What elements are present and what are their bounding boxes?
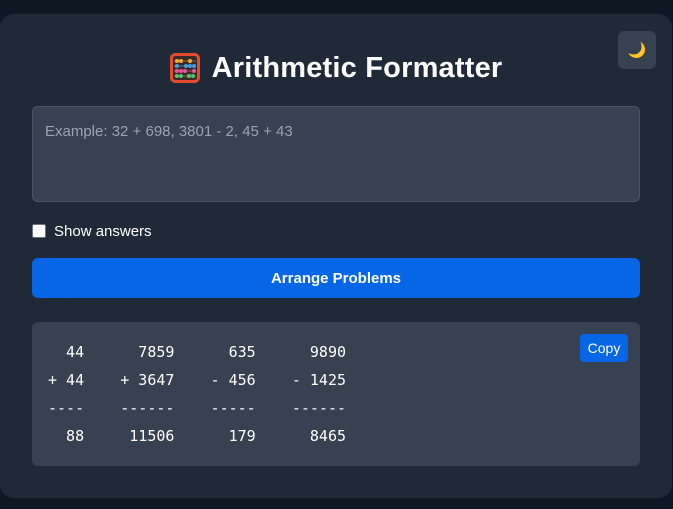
copy-button[interactable]: Copy xyxy=(580,334,628,362)
output-line: 88 11506 179 8465 xyxy=(48,427,347,445)
problems-input[interactable] xyxy=(32,106,640,202)
abacus-icon xyxy=(169,53,200,83)
show-answers-checkbox[interactable] xyxy=(32,224,46,238)
output-line: 44 7859 635 9890 xyxy=(48,343,347,361)
output-line: + 44 + 3647 - 456 - 1425 xyxy=(48,371,347,389)
show-answers-option[interactable]: Show answers xyxy=(32,221,152,241)
arrange-problems-button[interactable]: Arrange Problems xyxy=(32,258,640,298)
moon-icon: 🌙 xyxy=(627,42,647,59)
formatter-card: 🌙 Arithmetic Formatter Show answers Arra… xyxy=(0,14,672,498)
output-line: ---- ------ ----- ------ xyxy=(48,399,347,417)
formatted-output: 44 7859 635 9890 + 44 + 3647 - 456 - 142… xyxy=(48,338,346,450)
header: Arithmetic Formatter xyxy=(0,48,672,88)
page-title: Arithmetic Formatter xyxy=(211,51,503,84)
theme-toggle-button[interactable]: 🌙 xyxy=(618,31,656,69)
output-panel: 44 7859 635 9890 + 44 + 3647 - 456 - 142… xyxy=(32,322,640,466)
show-answers-label[interactable]: Show answers xyxy=(54,222,152,240)
